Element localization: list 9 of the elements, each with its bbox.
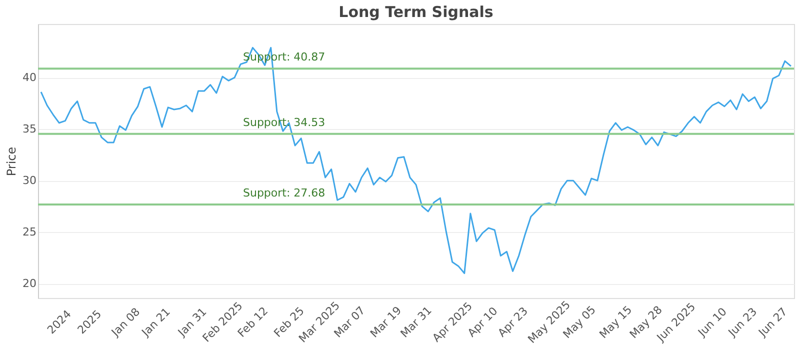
ref-line-label: Support: 27.68 [243,186,326,200]
line-series [40,46,792,274]
y-tick-label: 25 [22,226,36,239]
y-tick-label: 35 [22,122,36,136]
y-tick-label: 40 [22,71,36,84]
y-tick-label: 20 [22,277,36,290]
y-tick-label: 30 [22,174,36,188]
chart-title: Long Term Signals [338,3,494,21]
y-axis-title: Price [4,146,19,176]
